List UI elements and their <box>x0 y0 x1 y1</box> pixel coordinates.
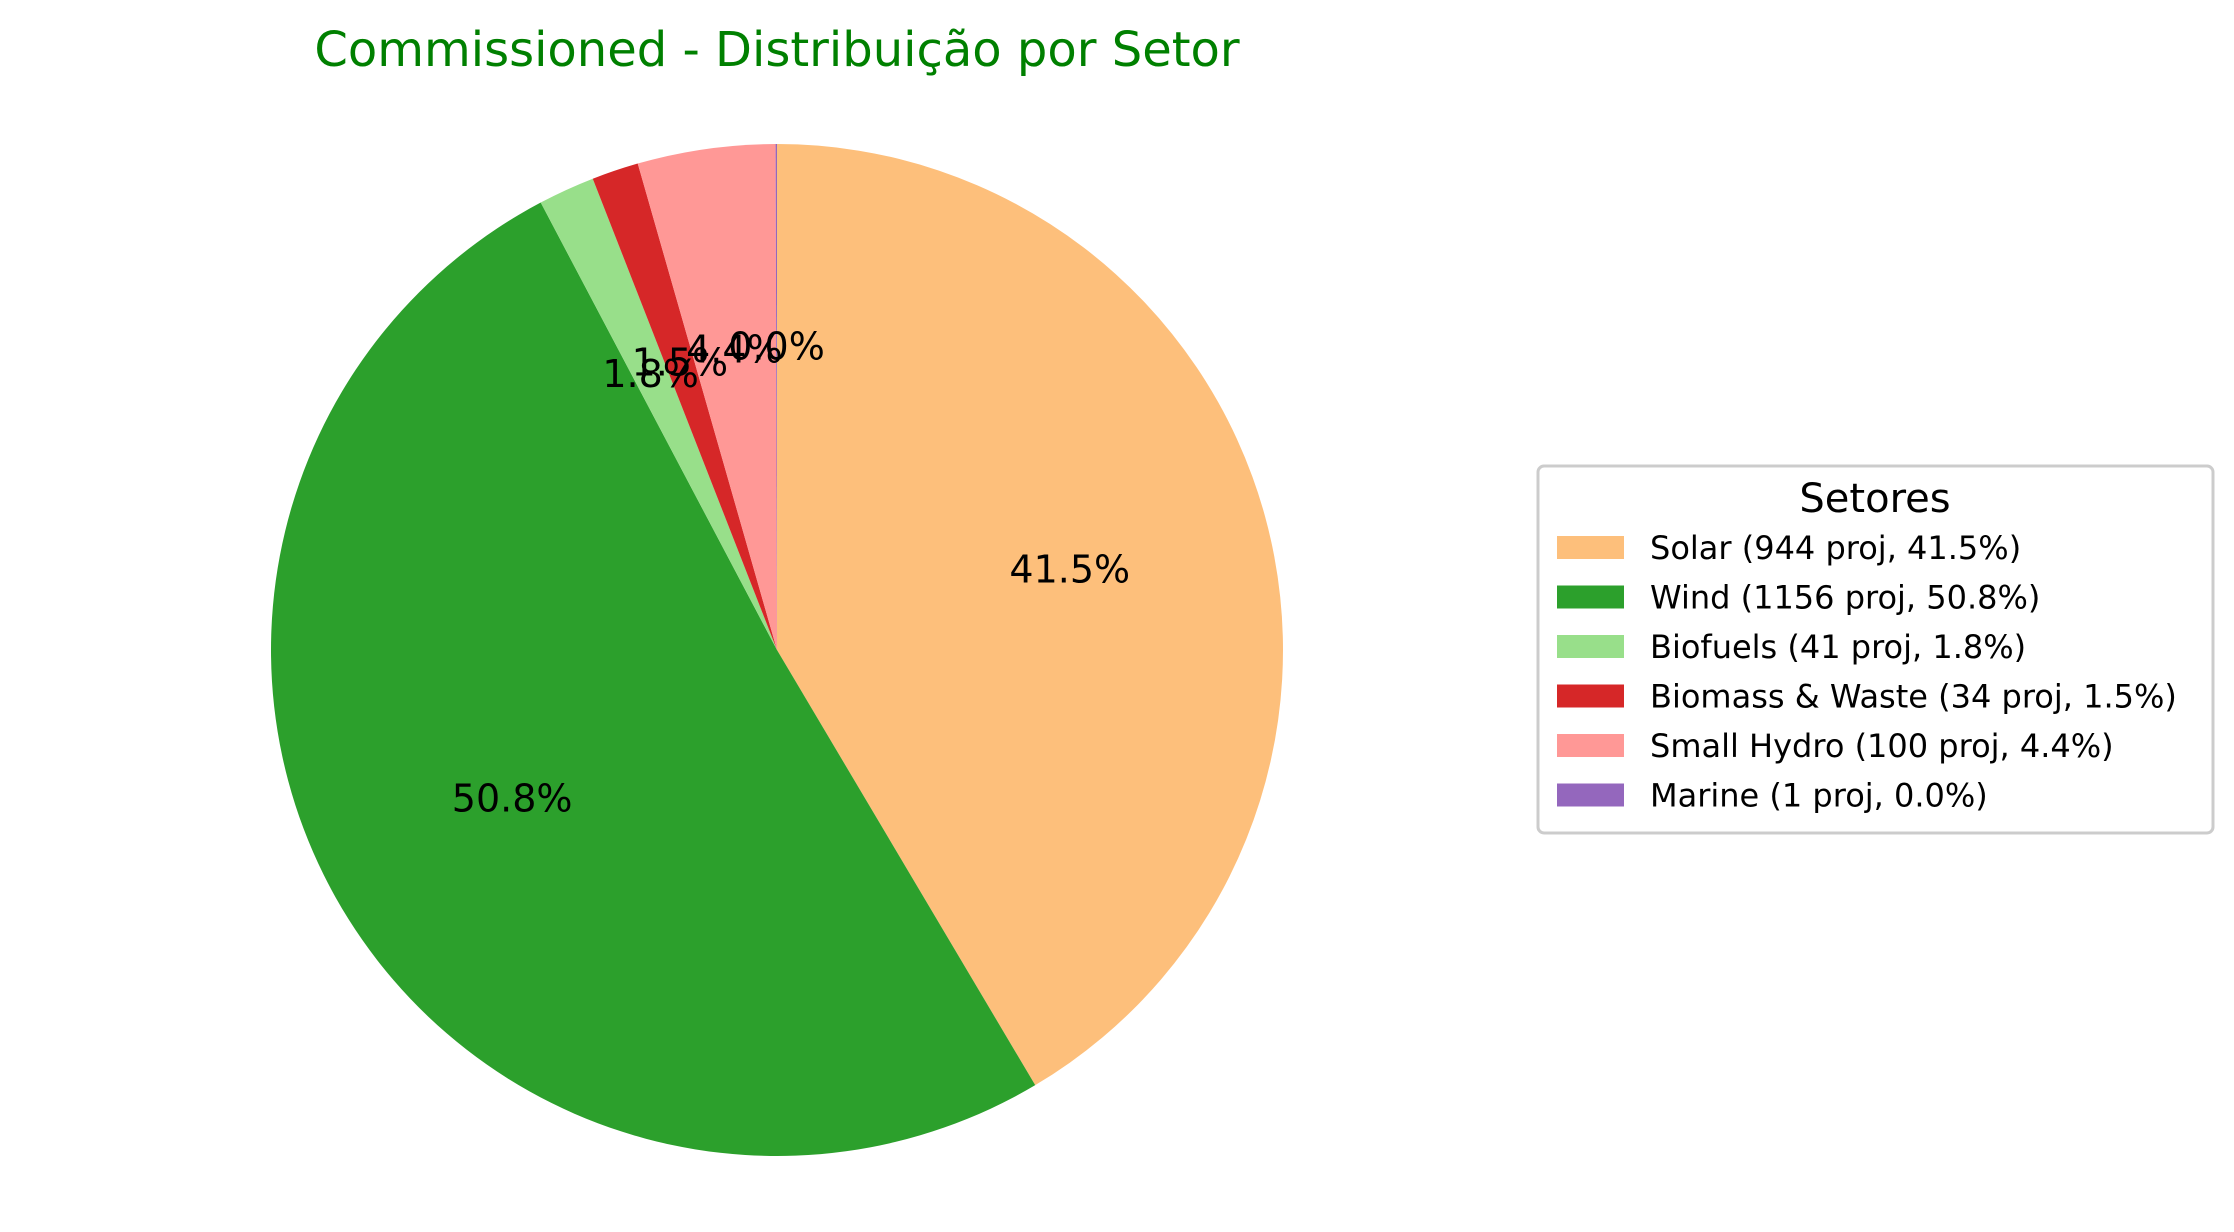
legend-label: Small Hydro (100 proj, 4.4%) <box>1650 727 2114 765</box>
pie-slice-labels: 41.5% 50.8% 1.8%1.5%4.4%0.0% <box>452 324 1130 820</box>
legend-items: Solar (944 proj, 41.5%) Wind (1156 proj, … <box>1557 529 2177 815</box>
legend-swatch <box>1557 734 1624 757</box>
slice-percent-label: 1.8% <box>602 352 699 396</box>
pie-slice-wind <box>271 202 1036 1156</box>
legend-label: Marine (1 proj, 0.0%) <box>1650 777 1988 815</box>
legend-title: Setores <box>1799 476 1950 522</box>
legend: Setores Solar (944 proj, 41.5%) Wind (115… <box>1536 464 2215 835</box>
pie-slice-marine <box>775 144 777 650</box>
legend-swatch <box>1557 585 1624 609</box>
pie-slice-biofuels <box>540 178 777 650</box>
slice-percent-label: 41.5% <box>1009 548 1130 592</box>
legend-label: Wind (1156 proj, 50.8%) <box>1650 579 2040 617</box>
legend-swatch <box>1557 783 1624 807</box>
pie-slice-biomass-waste <box>592 163 777 650</box>
slice-percent-label: 1.5% <box>632 340 729 384</box>
legend-label: Solar (944 proj, 41.5%) <box>1650 529 2021 567</box>
legend-label: Biomass & Waste (34 proj, 1.5%) <box>1650 678 2177 716</box>
legend-swatch <box>1557 536 1624 559</box>
pie-slices <box>271 144 1283 1156</box>
pie-slice-small-hydro <box>637 144 777 650</box>
slice-percent-label: 50.8% <box>452 776 573 820</box>
legend-swatch <box>1557 635 1624 658</box>
legend-frame <box>1536 464 2215 835</box>
legend-label: Biofuels (41 proj, 1.8%) <box>1650 628 2026 666</box>
pie-slice-solar <box>777 144 1283 1086</box>
slice-percent-label: 4.4% <box>686 327 783 371</box>
chart-title: Commissioned - Distribuição por Setor <box>314 22 1240 78</box>
slice-percent-label: 0.0% <box>728 324 825 368</box>
legend-swatch <box>1557 684 1624 708</box>
